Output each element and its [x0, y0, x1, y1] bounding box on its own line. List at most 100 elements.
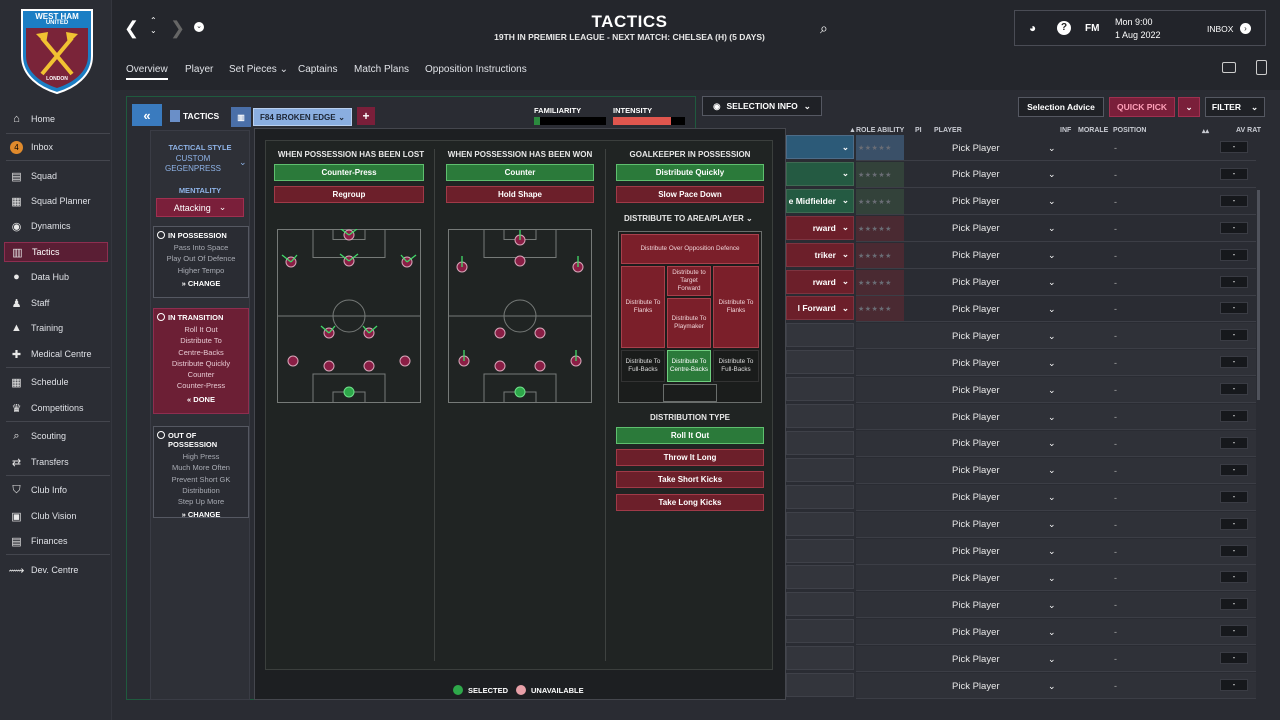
up-down-icon[interactable]: ⌃ ⌄ — [150, 16, 157, 35]
role-cell[interactable] — [786, 511, 854, 536]
role-cell[interactable] — [786, 646, 854, 671]
col-role-ability[interactable]: ▲ROLE ABILITY — [849, 127, 905, 134]
role-cell[interactable] — [786, 619, 854, 644]
table-row[interactable]: Pick Player ⌄ - - — [786, 565, 1256, 592]
role-cell[interactable]: ⌄ — [786, 135, 854, 159]
sidebar-item-tactics[interactable]: ▥ Tactics — [4, 242, 108, 262]
pick-player-dropdown[interactable]: Pick Player — [952, 492, 1000, 504]
sidebar-item-training[interactable]: ▲ Training — [4, 318, 108, 338]
distribute-quickly-button[interactable]: Distribute Quickly — [616, 164, 764, 181]
chevron-down-icon[interactable]: ⌄ — [239, 157, 247, 167]
throw-it-long-button[interactable]: Throw It Long — [616, 449, 764, 466]
pick-player-dropdown[interactable]: Pick Player — [952, 277, 1000, 288]
zone-over-defence[interactable]: Distribute Over Opposition Defence — [621, 234, 759, 264]
table-row[interactable]: e Midfielder ⌄ ★★★★★ Pick Player ⌄ - - — [786, 188, 1256, 215]
device-icon[interactable] — [1256, 60, 1267, 75]
chevron-down-icon[interactable]: ⌄ — [1048, 465, 1056, 476]
role-cell[interactable]: rward ⌄ — [786, 215, 854, 240]
counter-press-button[interactable]: Counter-Press — [274, 164, 424, 181]
table-row[interactable]: Pick Player ⌄ - - — [786, 538, 1256, 565]
sidebar-item-schedule[interactable]: ▦ Schedule — [4, 372, 108, 392]
role-cell[interactable]: rward ⌄ — [786, 269, 854, 294]
take-long-kicks-button[interactable]: Take Long Kicks — [616, 494, 764, 511]
chevron-down-icon[interactable]: ⌄ — [1048, 357, 1056, 368]
chevron-right-icon[interactable]: › — [1240, 23, 1251, 34]
pick-player-dropdown[interactable]: Pick Player — [952, 411, 1000, 423]
chevron-down-icon[interactable]: ⌄ — [194, 22, 204, 32]
done-button[interactable]: « DONE — [187, 394, 215, 404]
pick-player-dropdown[interactable]: Pick Player — [952, 142, 1000, 154]
change-button[interactable]: » CHANGE — [181, 510, 221, 520]
chevron-down-icon[interactable]: ⌄ — [1048, 277, 1056, 287]
zone-flanks-left[interactable]: Distribute To Flanks — [621, 266, 665, 348]
roll-it-out-button[interactable]: Roll It Out — [616, 427, 764, 444]
table-row[interactable]: ⌄ ★★★★★ Pick Player ⌄ - - — [786, 135, 1256, 161]
role-cell[interactable] — [786, 538, 854, 563]
inbox-button[interactable]: INBOX — [1207, 24, 1234, 34]
col-player[interactable]: PLAYER — [934, 127, 962, 134]
tab-match-plans[interactable]: Match Plans — [354, 64, 410, 75]
sidebar-item-finances[interactable]: ▤ Finances — [4, 531, 108, 551]
sidebar-item-dev-centre[interactable]: ⟿ Dev. Centre — [4, 560, 108, 580]
back-arrow-icon[interactable]: ❮ — [124, 18, 140, 38]
zone-centre-backs[interactable]: Distribute To Centre-Backs — [667, 350, 711, 382]
role-cell[interactable]: ⌄ — [786, 161, 854, 186]
out-of-possession-box[interactable]: OUT OF POSSESSION High Press Much More O… — [153, 426, 249, 520]
chevron-down-icon[interactable]: ⌄ — [1048, 572, 1056, 583]
pick-player-dropdown[interactable]: Pick Player — [952, 223, 1000, 235]
sidebar-item-dynamics[interactable]: ◉ Dynamics — [4, 216, 108, 236]
chevron-down-icon[interactable]: ⌄ — [1048, 223, 1056, 234]
zone-target-forward[interactable]: Distribute to Target Forward — [667, 266, 711, 296]
monitor-icon[interactable] — [1222, 62, 1236, 73]
role-cell[interactable]: e Midfielder ⌄ — [786, 188, 854, 213]
role-cell[interactable] — [786, 592, 854, 617]
chevron-down-icon[interactable]: ⌄ — [1048, 680, 1056, 691]
role-cell[interactable] — [786, 350, 854, 375]
in-transition-box[interactable]: IN TRANSITION Roll It Out Distribute To … — [153, 308, 249, 414]
pick-player-dropdown[interactable]: Pick Player — [952, 196, 1000, 208]
tab-overview[interactable]: Overview — [126, 64, 168, 80]
tab-captains[interactable]: Captains — [298, 64, 338, 75]
role-cell[interactable]: triker ⌄ — [786, 242, 854, 267]
role-cell[interactable] — [786, 430, 854, 455]
pick-player-dropdown[interactable]: Pick Player — [952, 438, 1000, 450]
mentality-dropdown[interactable]: Attacking ⌄ — [156, 198, 244, 217]
quick-pick-button[interactable]: QUICK PICK — [1109, 97, 1175, 117]
col-morale[interactable]: MORALE — [1078, 127, 1109, 134]
counter-button[interactable]: Counter — [446, 164, 594, 181]
collapse-panel-button[interactable]: « — [132, 104, 162, 126]
distribute-to-dropdown[interactable]: DISTRIBUTE TO AREA/PLAYER ⌄ — [616, 214, 756, 223]
role-cell[interactable] — [786, 673, 854, 697]
chevron-down-icon[interactable]: ⌄ — [1048, 303, 1056, 314]
chevron-down-icon[interactable]: ⌄ — [1048, 546, 1056, 556]
table-row[interactable]: Pick Player ⌄ - - — [786, 377, 1256, 404]
sidebar-item-staff[interactable]: ♟ Staff — [4, 293, 108, 313]
regroup-button[interactable]: Regroup — [274, 186, 424, 203]
sidebar-item-medical-centre[interactable]: ✚ Medical Centre — [4, 344, 108, 364]
chevron-down-icon[interactable]: ⌄ — [1048, 599, 1056, 610]
sidebar-item-club-vision[interactable]: ▣ Club Vision — [4, 506, 108, 526]
chevron-down-icon[interactable]: ⌄ — [1048, 519, 1056, 530]
change-button[interactable]: » CHANGE — [181, 278, 221, 288]
slow-pace-down-button[interactable]: Slow Pace Down — [616, 186, 764, 203]
chevron-down-icon[interactable]: ⌄ — [1048, 330, 1056, 341]
table-row[interactable]: rward ⌄ ★★★★★ Pick Player ⌄ - - — [786, 269, 1256, 296]
pick-player-dropdown[interactable]: Pick Player — [952, 357, 1000, 369]
chevron-down-icon[interactable]: ⌄ — [1048, 626, 1056, 637]
chevron-down-icon[interactable]: ⌄ — [1048, 492, 1056, 503]
fm-logo[interactable]: FM — [1085, 23, 1100, 34]
forward-arrow-icon[interactable]: ❯ — [170, 18, 186, 38]
pick-player-dropdown[interactable]: Pick Player — [952, 519, 1000, 531]
table-row[interactable]: Pick Player ⌄ - - — [786, 592, 1256, 619]
chevron-down-icon[interactable]: ⌄ — [1048, 142, 1056, 153]
role-cell[interactable] — [786, 377, 854, 402]
chevron-down-icon[interactable]: ⌄ — [1048, 196, 1056, 207]
pick-player-dropdown[interactable]: Pick Player — [952, 626, 1000, 638]
sidebar-item-transfers[interactable]: ⇄ Transfers — [4, 452, 108, 472]
pick-player-dropdown[interactable]: Pick Player — [952, 169, 1000, 181]
sidebar-item-squad-planner[interactable]: ▦ Squad Planner — [4, 191, 108, 211]
zone-playmaker[interactable]: Distribute To Playmaker — [667, 298, 711, 348]
in-possession-box[interactable]: IN POSSESSION Pass Into Space Play Out O… — [153, 226, 249, 298]
pick-player-dropdown[interactable]: Pick Player — [952, 546, 1000, 557]
table-row[interactable]: Pick Player ⌄ - - — [786, 404, 1256, 430]
